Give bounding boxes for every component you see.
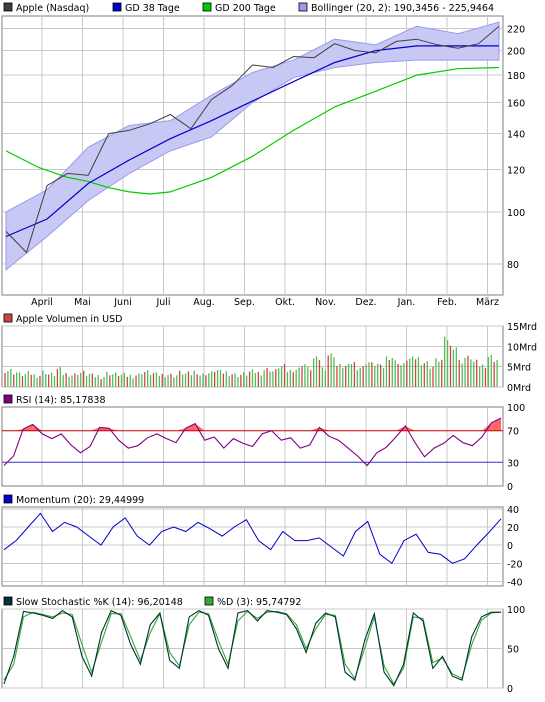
rsi-overbought-fill [32,424,43,431]
price-y-tick: 140 [507,130,525,141]
rsi-overbought-fill [176,428,186,431]
stochastic-d-line [3,610,502,686]
legend-label: GD 200 Tage [215,3,276,14]
legend-label: Slow Stochastic %K (14): 96,20148 [16,597,183,608]
price-y-tick: 180 [507,71,525,82]
legend-swatch [298,2,308,12]
x-axis-tick: Mai [74,297,91,308]
legend-label: Apple (Nasdaq) [16,3,89,14]
stochastic-y-tick: 50 [507,645,519,656]
momentum-y-tick: 40 [507,505,519,516]
x-axis-tick: Juli [155,297,170,308]
legend-label: Momentum (20): 29,44999 [16,495,144,506]
volume-y-tick: 0Mrd [507,383,531,394]
legend-swatch [3,394,13,404]
rsi-panel-frame [1,406,504,487]
bollinger-band [5,21,500,271]
momentum-y-tick: 20 [507,523,519,534]
stochastic-y-tick: 0 [507,684,513,695]
volume-y-tick: 5Mrd [507,363,531,374]
momentum-y-tick: 0 [507,541,513,552]
legend-swatch [112,2,122,12]
price-y-tick: 160 [507,99,525,110]
rsi-overbought-fill [491,418,501,431]
price-y-tick: 120 [507,165,525,176]
rsi-overbought-fill [195,423,205,431]
x-axis-tick: Aug. [193,297,215,308]
legend-swatch [3,596,13,606]
momentum-y-tick: -20 [507,559,523,570]
rsi-overbought-fill [309,427,320,431]
price-y-tick: 220 [507,24,525,35]
rsi-overbought-fill [481,422,492,431]
legend-swatch [204,596,214,606]
rsi-y-tick: 30 [507,458,519,469]
momentum-line [3,512,502,565]
legend-label: Apple Volumen in USD [16,314,122,325]
x-axis-tick: Dez. [355,297,376,308]
rsi-overbought-fill [90,427,100,431]
price-y-tick: 200 [507,47,525,58]
x-axis-tick: April [31,297,53,308]
price-line [5,25,500,254]
rsi-line [3,417,502,467]
legend-label: %D (3): 95,74792 [217,597,301,608]
momentum-y-tick: -40 [507,577,523,588]
rsi-y-tick: 0 [507,482,513,493]
x-axis-tick: Okt. [275,297,295,308]
volume-y-tick: 10Mrd [507,342,537,353]
legend-label: RSI (14): 85,17838 [16,395,106,406]
x-axis-tick: Sep. [234,297,255,308]
rsi-y-tick: 100 [507,403,525,414]
price-panel-frame [1,15,504,296]
volume-y-tick: 15Mrd [507,322,537,333]
gd38-line [5,45,499,238]
legend-label: GD 38 Tage [125,3,180,14]
momentum-panel-frame [1,506,504,587]
rsi-overbought-fill [109,428,119,431]
x-axis-tick: Jan. [397,297,416,308]
stochastic-y-tick: 100 [507,605,525,616]
x-axis-tick: Feb. [437,297,457,308]
price-y-tick: 100 [507,208,525,219]
legend-swatch [3,2,13,12]
rsi-y-tick: 70 [507,427,519,438]
x-axis-tick: Nov. [315,297,336,308]
gd200-line [5,66,500,195]
legend-swatch [3,313,13,323]
legend-swatch [202,2,212,12]
legend-label: Bollinger (20, 2): 190,3456 - 225,9464 [311,3,494,14]
price-y-tick: 80 [507,260,519,271]
x-axis-tick: Juni [113,297,131,308]
stochastic-k-line [3,609,501,687]
x-axis-tick: März [476,297,499,308]
legend-swatch [3,494,13,504]
